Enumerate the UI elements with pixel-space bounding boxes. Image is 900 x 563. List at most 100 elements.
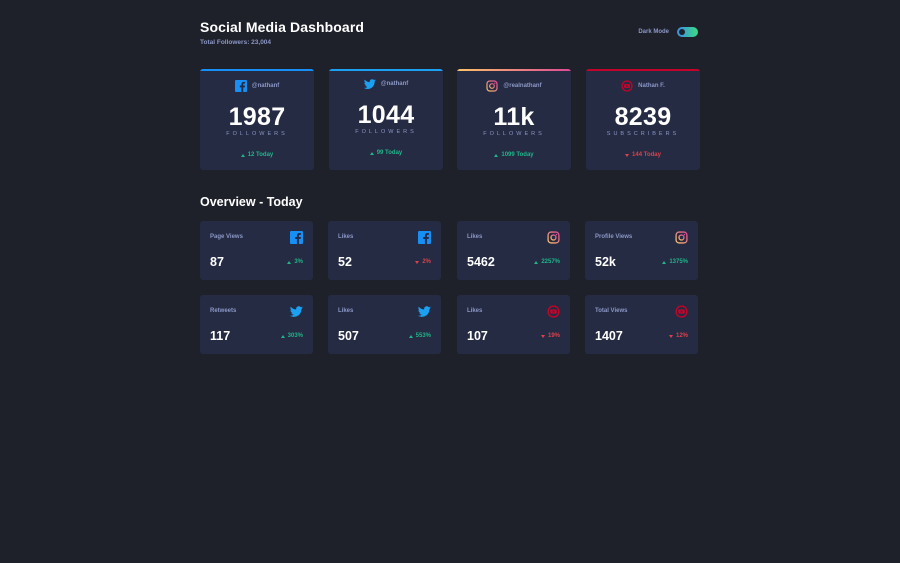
overview-change: 2257%	[534, 259, 560, 265]
card-youtube[interactable]: Nathan F. 8239 SUBSCRIBERS 144 Today	[586, 69, 700, 170]
dark-mode-toggle[interactable]	[677, 27, 698, 37]
up-arrow-icon	[369, 151, 374, 155]
header: Social Media Dashboard Total Followers: …	[200, 19, 698, 49]
overview-label: Total Views	[595, 308, 628, 314]
overview-change: 3%	[287, 259, 303, 265]
twitter-icon	[363, 78, 376, 90]
overview-change-text: 2257%	[541, 259, 560, 265]
card-accent-bar	[200, 69, 314, 71]
facebook-icon	[234, 80, 247, 92]
overview-value: 87	[210, 255, 224, 269]
card-change: 12 Today	[200, 152, 314, 158]
twitter-icon	[290, 305, 303, 318]
up-arrow-icon	[408, 334, 413, 338]
card-label: FOLLOWERS	[355, 129, 417, 135]
overview-card-youtube-likes[interactable]: Likes 107 19%	[457, 295, 570, 354]
toggle-knob	[679, 29, 685, 35]
overview-change-text: 1375%	[669, 259, 688, 265]
card-change-text: 144 Today	[632, 152, 661, 158]
up-arrow-icon	[280, 334, 285, 338]
up-arrow-icon	[494, 153, 499, 157]
overview-change-text: 12%	[675, 333, 688, 339]
overview-card-instagram-profile-views[interactable]: Profile Views 52k 1375%	[585, 221, 698, 280]
card-change: 99 Today	[329, 150, 443, 156]
follower-cards: @nathanf 1987 FOLLOWERS 12 Today @nathan…	[200, 69, 700, 170]
up-arrow-icon	[534, 260, 539, 264]
card-handle: @nathanf	[200, 80, 314, 92]
up-arrow-icon	[240, 153, 245, 157]
overview-value: 107	[467, 329, 488, 343]
instagram-icon	[486, 80, 498, 92]
card-twitter[interactable]: @nathanf 1044 FOLLOWERS 99 Today	[329, 69, 443, 170]
card-handle-text: @nathanf	[251, 83, 280, 89]
overview-change-text: 19%	[547, 333, 560, 339]
instagram-icon	[547, 231, 560, 244]
overview-change-text: 3%	[294, 259, 303, 265]
dark-mode-control: Dark Mode	[638, 27, 698, 37]
overview-value: 5462	[467, 255, 495, 269]
overview-card-facebook-page-views[interactable]: Page Views 87 3%	[200, 221, 313, 280]
card-handle-text: @realnathanf	[503, 83, 542, 89]
card-handle-text: Nathan F.	[638, 83, 665, 89]
overview-label: Likes	[467, 234, 483, 240]
card-change-text: 1099 Today	[501, 152, 534, 158]
youtube-icon	[621, 80, 633, 92]
card-count: 11k	[493, 103, 535, 131]
card-count: 8239	[614, 103, 672, 131]
youtube-icon	[547, 305, 560, 318]
overview-change: 553%	[408, 333, 431, 339]
overview-label: Likes	[467, 308, 483, 314]
overview-card-twitter-likes[interactable]: Likes 507 553%	[328, 295, 441, 354]
down-arrow-icon	[668, 334, 673, 338]
overview-card-twitter-retweets[interactable]: Retweets 117 303%	[200, 295, 313, 354]
overview-change-text: 2%	[422, 259, 431, 265]
down-arrow-icon	[625, 153, 630, 157]
overview-label: Page Views	[210, 234, 243, 240]
overview-label: Retweets	[210, 308, 237, 314]
card-label: FOLLOWERS	[226, 131, 288, 137]
card-count: 1044	[357, 101, 415, 129]
card-count: 1987	[228, 103, 286, 131]
card-change: 144 Today	[586, 152, 700, 158]
overview-change: 303%	[280, 333, 303, 339]
card-change-text: 99 Today	[376, 150, 403, 156]
instagram-icon	[675, 231, 688, 244]
card-change-text: 12 Today	[247, 152, 274, 158]
overview-change-text: 303%	[287, 333, 303, 339]
card-instagram[interactable]: @realnathanf 11k FOLLOWERS 1099 Today	[457, 69, 571, 170]
overview-card-instagram-likes[interactable]: Likes 5462 2257%	[457, 221, 570, 280]
card-change: 1099 Today	[457, 152, 571, 158]
overview-label: Likes	[338, 234, 354, 240]
overview-card-youtube-total-views[interactable]: Total Views 1407 12%	[585, 295, 698, 354]
dark-mode-label: Dark Mode	[638, 29, 669, 35]
total-followers: Total Followers: 23,004	[200, 39, 272, 46]
card-handle-text: @nathanf	[380, 81, 409, 87]
overview-card-facebook-likes[interactable]: Likes 52 2%	[328, 221, 441, 280]
up-arrow-icon	[287, 260, 292, 264]
facebook-icon	[418, 231, 431, 244]
overview-label: Profile Views	[595, 234, 633, 240]
page-title: Social Media Dashboard	[200, 19, 365, 35]
down-arrow-icon	[415, 260, 420, 264]
youtube-icon	[675, 305, 688, 318]
up-arrow-icon	[662, 260, 667, 264]
card-accent-bar	[457, 69, 571, 71]
overview-change: 1375%	[662, 259, 688, 265]
card-facebook[interactable]: @nathanf 1987 FOLLOWERS 12 Today	[200, 69, 314, 170]
overview-change: 2%	[415, 259, 431, 265]
overview-label: Likes	[338, 308, 354, 314]
card-handle: @realnathanf	[457, 80, 571, 92]
overview-change: 12%	[668, 333, 688, 339]
down-arrow-icon	[540, 334, 545, 338]
facebook-icon	[290, 231, 303, 244]
overview-value: 1407	[595, 329, 623, 343]
overview-value: 52	[338, 255, 352, 269]
overview-value: 507	[338, 329, 359, 343]
card-handle: @nathanf	[329, 78, 443, 90]
overview-change: 19%	[540, 333, 560, 339]
card-label: FOLLOWERS	[483, 131, 545, 137]
card-handle: Nathan F.	[586, 80, 700, 92]
card-accent-bar	[586, 69, 700, 71]
twitter-icon	[418, 305, 431, 318]
card-accent-bar	[329, 69, 443, 71]
